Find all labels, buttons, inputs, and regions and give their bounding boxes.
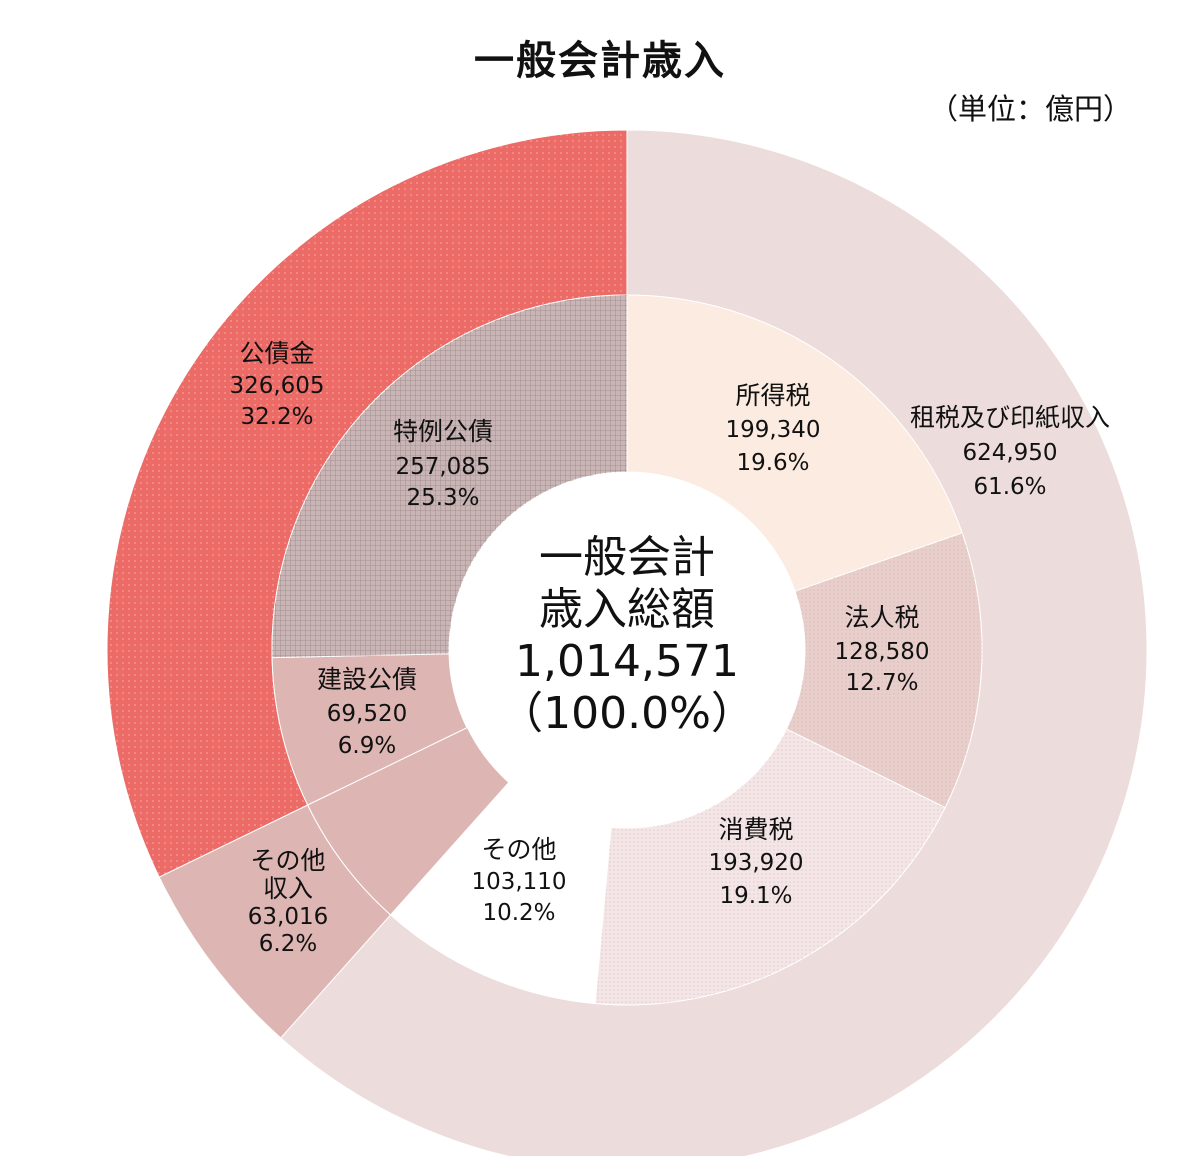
label-deficit-bond-percent: 25.3% (406, 485, 479, 511)
label-income-tax-percent: 19.6% (736, 450, 809, 476)
label-bond-percent: 32.2% (240, 404, 313, 430)
label-other-tax-value: 103,110 (471, 869, 566, 895)
center-total: 1,014,571 (515, 636, 739, 687)
inner-slice-consumption-tax-texture (595, 729, 946, 1006)
unit-note: （単位：億円） (928, 92, 1132, 126)
label-construction-bond-name: 建設公債 (317, 665, 417, 694)
center-percent: （100.0%） (499, 688, 755, 739)
label-construction-bond-percent: 6.9% (338, 733, 396, 759)
label-tax-total-name: 租税及び印紙収入 (910, 403, 1110, 432)
label-tax-total: 租税及び印紙収入 624,950 61.6% (910, 403, 1110, 500)
label-other-revenue-name2: 収入 (263, 874, 313, 903)
center-label-group: 一般会計 歳入総額 1,014,571 （100.0%） (499, 532, 755, 739)
label-consumption-tax-percent: 19.1% (719, 883, 792, 909)
label-corporate-tax-percent: 12.7% (845, 670, 918, 696)
label-corporate-tax: 法人税 128,580 12.7% (834, 603, 929, 696)
label-other-revenue-percent: 6.2% (259, 931, 317, 957)
label-tax-total-value: 624,950 (962, 440, 1057, 466)
label-income-tax: 所得税 199,340 19.6% (725, 381, 820, 476)
label-construction-bond: 建設公債 69,520 6.9% (317, 665, 417, 759)
inner-slice-corporate-tax-texture (786, 532, 982, 808)
label-income-tax-name: 所得税 (735, 381, 810, 410)
label-other-tax-percent: 10.2% (482, 900, 555, 926)
label-other-tax: その他 103,110 10.2% (471, 835, 566, 926)
label-consumption-tax: 消費税 193,920 19.1% (708, 815, 803, 909)
inner-slice-deficit-bond-texture (271, 295, 627, 658)
chart-title: 一般会計歳入 (474, 38, 726, 84)
outer-slice-bond-texture (107, 130, 627, 878)
label-other-revenue-value: 63,016 (248, 904, 328, 930)
label-bond-value: 326,605 (229, 373, 324, 399)
label-other-tax-name: その他 (481, 835, 556, 864)
label-deficit-bond: 特例公債 257,085 25.3% (393, 417, 493, 511)
center-label-line2: 歳入総額 (539, 584, 715, 635)
label-consumption-tax-value: 193,920 (708, 850, 803, 876)
label-corporate-tax-value: 128,580 (834, 639, 929, 665)
label-bond: 公債金 326,605 32.2% (229, 339, 324, 430)
label-construction-bond-value: 69,520 (327, 701, 407, 727)
label-corporate-tax-name: 法人税 (844, 603, 919, 632)
label-income-tax-value: 199,340 (725, 417, 820, 443)
label-other-revenue-name1: その他 (250, 846, 325, 875)
inner-slice-income-tax (626, 294, 963, 592)
label-deficit-bond-value: 257,085 (395, 454, 490, 480)
label-consumption-tax-name: 消費税 (718, 815, 793, 844)
label-deficit-bond-name: 特例公債 (393, 417, 493, 446)
label-other-revenue: その他 収入 63,016 6.2% (248, 846, 328, 957)
label-tax-total-percent: 61.6% (973, 474, 1046, 500)
center-hole (449, 472, 805, 828)
center-label-line1: 一般会計 (539, 532, 715, 583)
label-bond-name: 公債金 (239, 339, 314, 368)
